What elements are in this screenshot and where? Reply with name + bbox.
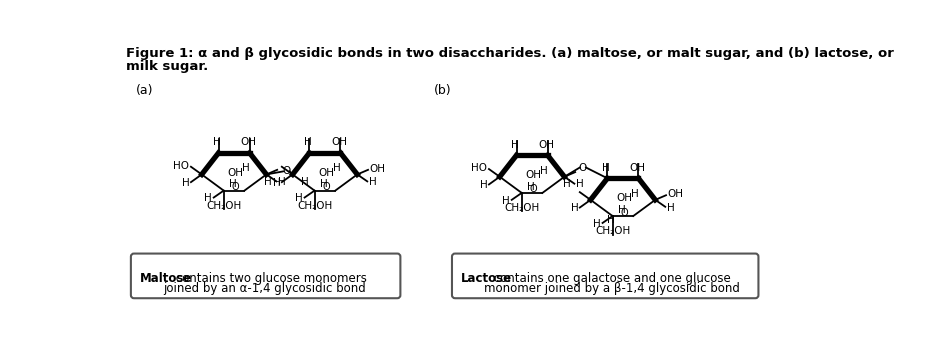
Text: H: H: [502, 196, 511, 206]
Text: contains one galactose and one glucose: contains one galactose and one glucose: [491, 272, 731, 285]
Text: H: H: [304, 137, 312, 147]
Text: (a): (a): [136, 84, 153, 97]
Text: H: H: [571, 203, 578, 213]
Text: H: H: [264, 177, 272, 187]
Text: H: H: [540, 166, 548, 175]
Text: HO: HO: [173, 161, 189, 171]
Text: O: O: [621, 208, 628, 218]
Text: OH: OH: [240, 137, 256, 147]
Text: H: H: [278, 177, 285, 187]
Text: H: H: [272, 178, 281, 188]
Text: milk sugar.: milk sugar.: [126, 60, 208, 73]
Text: OH: OH: [538, 140, 554, 150]
Text: H: H: [608, 215, 615, 225]
Text: contains two glucose monomers: contains two glucose monomers: [172, 272, 367, 285]
Text: H: H: [333, 163, 341, 173]
Text: O: O: [283, 166, 290, 176]
Text: OH: OH: [526, 170, 542, 180]
Text: O: O: [323, 182, 331, 192]
Text: H: H: [631, 189, 639, 199]
Text: Maltose: Maltose: [140, 272, 192, 285]
Text: H: H: [182, 178, 189, 188]
FancyBboxPatch shape: [131, 253, 400, 298]
Text: OH: OH: [369, 164, 385, 174]
Text: H: H: [301, 177, 309, 187]
Text: O: O: [529, 184, 537, 195]
Text: (b): (b): [434, 84, 452, 97]
Text: H: H: [602, 163, 609, 173]
Text: H: H: [576, 180, 584, 189]
Text: H: H: [512, 140, 519, 150]
Text: H: H: [479, 180, 487, 190]
Text: H: H: [204, 193, 212, 203]
Text: OH: OH: [318, 168, 334, 178]
Text: OH: OH: [629, 163, 645, 173]
Text: OH: OH: [616, 193, 632, 203]
Text: CH₂OH: CH₂OH: [206, 201, 241, 211]
Text: H: H: [667, 202, 674, 212]
Text: H: H: [369, 177, 377, 187]
Text: H: H: [242, 163, 250, 173]
Text: monomer joined by a β-1,4 glycosidic bond: monomer joined by a β-1,4 glycosidic bon…: [484, 282, 740, 295]
Text: H: H: [295, 193, 303, 203]
Text: joined by an α-1,4 glycosidic bond: joined by an α-1,4 glycosidic bond: [163, 282, 366, 295]
Text: Lactose: Lactose: [462, 272, 512, 285]
Text: O: O: [232, 182, 239, 192]
Text: OH: OH: [331, 137, 347, 147]
FancyBboxPatch shape: [452, 253, 758, 298]
Text: H: H: [528, 182, 535, 192]
Text: H: H: [562, 180, 571, 189]
Text: OH: OH: [228, 168, 244, 178]
Text: H: H: [618, 205, 625, 215]
Text: O: O: [578, 162, 587, 172]
Text: HO: HO: [471, 163, 487, 173]
Text: H: H: [229, 180, 236, 189]
Text: Figure 1: α and β glycosidic bonds in two disaccharides. (a) maltose, or malt su: Figure 1: α and β glycosidic bonds in tw…: [126, 47, 894, 60]
Text: H: H: [213, 137, 220, 147]
Text: H: H: [320, 180, 328, 189]
Text: CH₂OH: CH₂OH: [595, 226, 630, 236]
Text: OH: OH: [668, 189, 684, 199]
Text: H: H: [593, 219, 601, 229]
Text: CH₂OH: CH₂OH: [504, 203, 540, 213]
Text: CH₂OH: CH₂OH: [297, 201, 333, 211]
